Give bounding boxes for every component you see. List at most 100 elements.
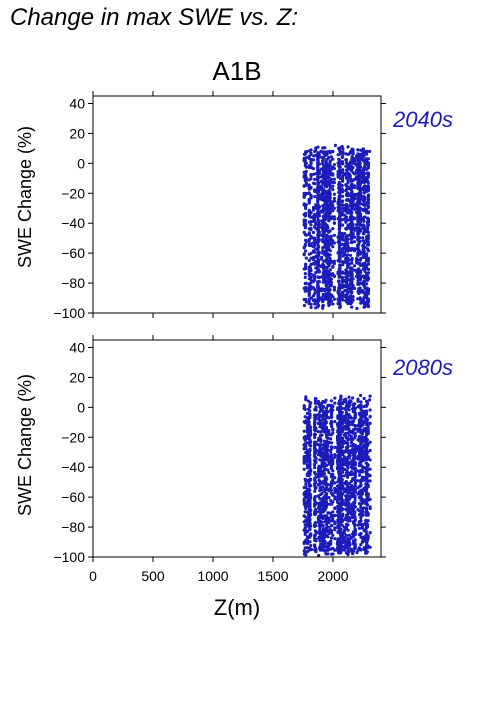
data-point	[304, 454, 308, 459]
data-point	[324, 522, 329, 527]
data-point	[327, 287, 331, 291]
data-point	[368, 398, 372, 402]
data-point	[356, 202, 360, 207]
data-point	[316, 430, 320, 434]
data-point	[313, 149, 317, 153]
data-point	[339, 515, 343, 519]
data-point	[304, 206, 308, 210]
data-point	[313, 499, 317, 503]
data-point	[307, 441, 311, 445]
data-point	[311, 279, 316, 283]
data-point	[325, 463, 329, 467]
data-point	[316, 260, 320, 264]
data-point	[304, 156, 308, 160]
data-point	[357, 404, 362, 408]
data-point	[337, 237, 341, 241]
y-tick-label: 20	[69, 369, 85, 385]
data-point	[311, 230, 316, 235]
data-point	[340, 249, 344, 254]
data-point	[362, 165, 366, 169]
data-point	[364, 525, 369, 529]
data-point	[304, 256, 308, 260]
data-point	[321, 538, 325, 542]
data-point	[329, 536, 333, 540]
data-point	[344, 398, 348, 402]
data-point	[332, 241, 336, 245]
data-point	[344, 425, 348, 429]
data-point	[304, 165, 308, 169]
data-point	[347, 408, 351, 412]
data-point	[366, 221, 370, 225]
data-point	[358, 191, 362, 195]
data-point	[340, 144, 344, 149]
data-point	[339, 412, 343, 416]
data-point	[337, 275, 341, 279]
data-point	[346, 450, 350, 454]
data-point	[307, 508, 311, 513]
data-point	[330, 421, 334, 425]
data-point	[325, 496, 329, 501]
data-point	[327, 195, 331, 199]
data-point	[357, 502, 361, 506]
data-point	[362, 282, 366, 286]
data-point	[346, 441, 350, 446]
data-point	[357, 490, 361, 494]
data-point	[357, 418, 361, 422]
data-point	[323, 189, 327, 193]
data-point	[350, 237, 354, 241]
data-point	[330, 484, 334, 488]
data-point	[344, 526, 348, 530]
data-point	[331, 302, 335, 306]
data-point	[316, 196, 320, 200]
x-tick-label: 2000	[317, 568, 348, 584]
data-point	[305, 463, 309, 467]
data-point	[347, 509, 351, 513]
data-point	[364, 431, 369, 435]
data-point	[308, 512, 312, 516]
data-point	[351, 286, 355, 290]
data-point	[350, 261, 354, 265]
data-point	[353, 505, 357, 509]
data-point	[353, 415, 357, 419]
data-point	[368, 474, 372, 478]
data-point	[368, 149, 372, 153]
data-point	[330, 466, 334, 470]
data-point	[307, 428, 311, 432]
data-point	[340, 211, 344, 215]
data-point	[361, 208, 365, 212]
data-point	[317, 531, 321, 535]
data-point	[311, 273, 316, 277]
data-point	[316, 172, 320, 176]
data-point	[328, 276, 332, 280]
data-point	[341, 462, 345, 466]
data-point	[324, 169, 329, 173]
data-point	[336, 414, 340, 418]
data-point	[357, 548, 361, 552]
data-point	[304, 286, 308, 290]
data-point	[322, 245, 326, 249]
y-tick-label: −100	[53, 305, 85, 321]
data-point	[338, 403, 342, 407]
data-point	[347, 164, 351, 168]
data-point	[338, 427, 342, 431]
data-point	[353, 431, 357, 435]
data-point	[341, 470, 345, 474]
data-point	[338, 430, 342, 434]
data-point	[349, 465, 353, 469]
data-point	[357, 495, 361, 500]
data-point	[337, 245, 341, 250]
data-point	[339, 531, 343, 535]
data-point	[335, 510, 340, 514]
data-point	[327, 218, 331, 222]
data-point	[337, 279, 341, 283]
data-point	[333, 445, 337, 449]
data-point	[321, 443, 325, 447]
data-point	[303, 504, 307, 508]
data-point	[364, 529, 368, 533]
data-point	[347, 193, 351, 197]
data-point	[331, 260, 335, 264]
data-point	[313, 189, 317, 193]
data-point	[344, 407, 348, 411]
data-point	[347, 152, 351, 156]
data-point	[335, 422, 340, 426]
